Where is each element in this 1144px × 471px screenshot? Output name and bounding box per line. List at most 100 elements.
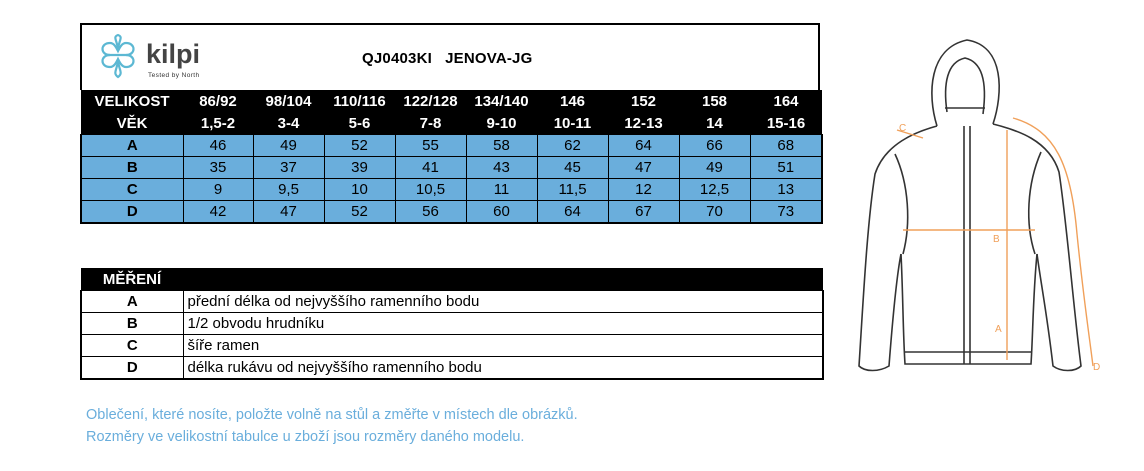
measurement-code: C [80, 334, 184, 357]
value-cell: 45 [536, 156, 609, 179]
value-cell: 67 [607, 200, 680, 224]
value-cell: 52 [323, 200, 396, 224]
value-cell: 66 [678, 134, 751, 157]
kilpi-logo: kilpi Tested by North [101, 33, 200, 79]
age-cell: 12-13 [608, 112, 679, 135]
age-cell: 3-4 [253, 112, 324, 135]
size-cell: 146 [537, 90, 608, 112]
age-row: VĚK 1,5-2 3-4 5-6 7-8 9-10 10-11 12-13 1… [81, 112, 822, 135]
label-d: D [1093, 362, 1100, 373]
measurement-description: šíře ramen [182, 334, 824, 357]
value-cell: 55 [394, 134, 467, 157]
product-title: QJ0403KI JENOVA-JG [362, 50, 532, 67]
row-label-cell: C [80, 178, 184, 201]
age-cell: 9-10 [466, 112, 537, 135]
brand-tagline: Tested by North [148, 72, 200, 79]
value-cell: 52 [323, 134, 396, 157]
value-cell: 49 [252, 134, 325, 157]
size-cell: 158 [679, 90, 750, 112]
age-cell: 10-11 [537, 112, 608, 135]
measure-c-line [896, 129, 924, 139]
brand-wordmark: kilpi [146, 39, 200, 69]
measurement-description: 1/2 obvodu hrudníku [182, 312, 824, 335]
size-cell: 164 [750, 90, 822, 112]
size-cell: 134/140 [466, 90, 537, 112]
value-cell: 56 [394, 200, 467, 224]
row-label-cell: B [80, 156, 184, 179]
jacket-outline [858, 39, 1082, 372]
size-chart-header: kilpi Tested by North QJ0403KI JENOVA-JG [80, 23, 820, 90]
value-cell: 73 [749, 200, 823, 224]
size-cell: 152 [608, 90, 679, 112]
size-row: VELIKOST 86/92 98/104 110/116 122/128 13… [81, 90, 822, 112]
measure-row-d: D 42 47 52 56 60 64 67 70 73 [80, 200, 823, 224]
age-cell: 1,5-2 [183, 112, 253, 135]
value-cell: 10 [323, 178, 396, 201]
age-cell: 7-8 [395, 112, 466, 135]
measure-row-b: B 35 37 39 41 43 45 47 49 51 [80, 156, 823, 179]
value-cell: 46 [182, 134, 254, 157]
value-cell: 62 [536, 134, 609, 157]
value-cell: 13 [749, 178, 823, 201]
size-cell: 98/104 [253, 90, 324, 112]
value-cell: 11 [465, 178, 538, 201]
row-label-cell: D [80, 200, 184, 224]
value-cell: 41 [394, 156, 467, 179]
measurement-header-fill [183, 268, 823, 291]
value-cell: 9 [182, 178, 254, 201]
age-cell: 5-6 [324, 112, 395, 135]
value-cell: 10,5 [394, 178, 467, 201]
value-cell: 70 [678, 200, 751, 224]
size-cell: 86/92 [183, 90, 253, 112]
value-cell: 42 [182, 200, 254, 224]
value-cell: 43 [465, 156, 538, 179]
age-cell: 14 [679, 112, 750, 135]
value-cell: 35 [182, 156, 254, 179]
value-cell: 12 [607, 178, 680, 201]
value-cell: 68 [749, 134, 823, 157]
measure-row-a: A 46 49 52 55 58 62 64 66 68 [80, 134, 823, 157]
product-code: QJ0403KI [362, 50, 432, 67]
size-cell: 122/128 [395, 90, 466, 112]
value-cell: 11,5 [536, 178, 609, 201]
label-a: A [995, 324, 1002, 335]
value-cell: 37 [252, 156, 325, 179]
value-cell: 58 [465, 134, 538, 157]
row-label-cell: A [80, 134, 184, 157]
measurement-code: D [80, 356, 184, 380]
measure-d-line [1012, 117, 1094, 367]
note-line: Rozměry ve velikostní tabulce u zboží js… [86, 429, 525, 445]
value-cell: 12,5 [678, 178, 751, 201]
product-name: JENOVA-JG [445, 50, 533, 67]
measurement-code: A [80, 290, 184, 313]
age-header-cell: VĚK [81, 112, 183, 135]
value-cell: 47 [607, 156, 680, 179]
notes: Oblečení, které nosíte, položte volně na… [86, 404, 578, 448]
label-c: C [899, 123, 906, 134]
measurement-description: přední délka od nejvyššího ramenního bod… [182, 290, 824, 313]
measure-lines [896, 117, 1094, 367]
value-cell: 9,5 [252, 178, 325, 201]
knot-icon [101, 33, 135, 79]
label-b: B [993, 234, 1000, 245]
measurement-code: B [80, 312, 184, 335]
size-cell: 110/116 [324, 90, 395, 112]
value-cell: 47 [252, 200, 325, 224]
age-cell: 15-16 [750, 112, 822, 135]
measurement-row: B 1/2 obvodu hrudníku [80, 312, 824, 335]
value-cell: 39 [323, 156, 396, 179]
measurement-description: délka rukávu od nejvyššího ramenního bod… [182, 356, 824, 380]
measure-row-c: C 9 9,5 10 10,5 11 11,5 12 12,5 13 [80, 178, 823, 201]
size-table: VELIKOST 86/92 98/104 110/116 122/128 13… [80, 90, 823, 224]
value-cell: 60 [465, 200, 538, 224]
value-cell: 49 [678, 156, 751, 179]
value-cell: 51 [749, 156, 823, 179]
note-line: Oblečení, které nosíte, položte volně na… [86, 407, 578, 423]
measurement-header-row: MĚŘENÍ [81, 268, 823, 291]
value-cell: 64 [607, 134, 680, 157]
measurement-header: MĚŘENÍ [81, 268, 183, 291]
